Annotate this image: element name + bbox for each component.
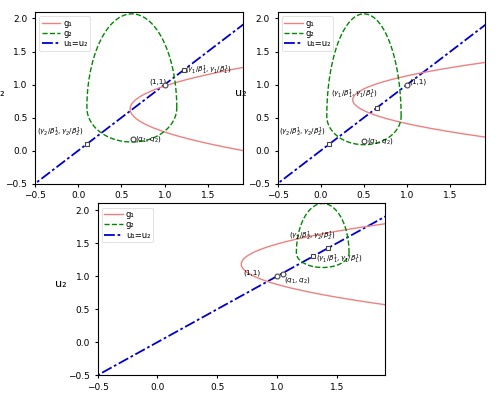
X-axis label: u₁: u₁ bbox=[376, 202, 387, 212]
Legend: g₁, g₂, u₁=u₂: g₁, g₂, u₁=u₂ bbox=[102, 208, 152, 242]
Text: $(q_1,q_2)$: $(q_1,q_2)$ bbox=[284, 275, 311, 285]
X-axis label: u₁: u₁ bbox=[133, 202, 144, 212]
Y-axis label: u₂: u₂ bbox=[235, 88, 247, 98]
Text: (1,1): (1,1) bbox=[244, 270, 261, 276]
Y-axis label: u₂: u₂ bbox=[0, 88, 4, 98]
Legend: g₁, g₂, u₁=u₂: g₁, g₂, u₁=u₂ bbox=[39, 16, 90, 51]
X-axis label: u₁: u₁ bbox=[236, 393, 247, 395]
Text: $(\gamma_2/\beta^1_2,\gamma_2/\beta^1_2)$: $(\gamma_2/\beta^1_2,\gamma_2/\beta^1_2)… bbox=[36, 126, 84, 139]
Text: $(q_1,q_2)$: $(q_1,q_2)$ bbox=[366, 136, 394, 146]
Y-axis label: u₂: u₂ bbox=[55, 279, 67, 289]
Text: $(\gamma_2/\beta^1_2,\gamma_2/\beta^1_2)$: $(\gamma_2/\beta^1_2,\gamma_2/\beta^1_2)… bbox=[289, 229, 336, 243]
Text: $(\gamma_1/\beta^1_1,\gamma_1/\beta^1_1)$: $(\gamma_1/\beta^1_1,\gamma_1/\beta^1_1)… bbox=[316, 253, 362, 266]
Legend: g₁, g₂, u₁=u₂: g₁, g₂, u₁=u₂ bbox=[282, 16, 333, 51]
Text: (1,1): (1,1) bbox=[149, 78, 166, 85]
Text: (1,1): (1,1) bbox=[409, 78, 426, 85]
Text: $(q_1,q_2)$: $(q_1,q_2)$ bbox=[136, 134, 162, 143]
Text: $(\gamma_1/\beta^1_1,\gamma_1/\beta^1_1)$: $(\gamma_1/\beta^1_1,\gamma_1/\beta^1_1)… bbox=[184, 64, 231, 77]
Text: $(\gamma_1/\beta^1_1,\gamma_1/\beta^1_1)$: $(\gamma_1/\beta^1_1,\gamma_1/\beta^1_1)… bbox=[331, 88, 378, 101]
Text: $(\gamma_2/\beta^1_2,\gamma_2/\beta^1_2)$: $(\gamma_2/\beta^1_2,\gamma_2/\beta^1_2)… bbox=[279, 126, 326, 139]
